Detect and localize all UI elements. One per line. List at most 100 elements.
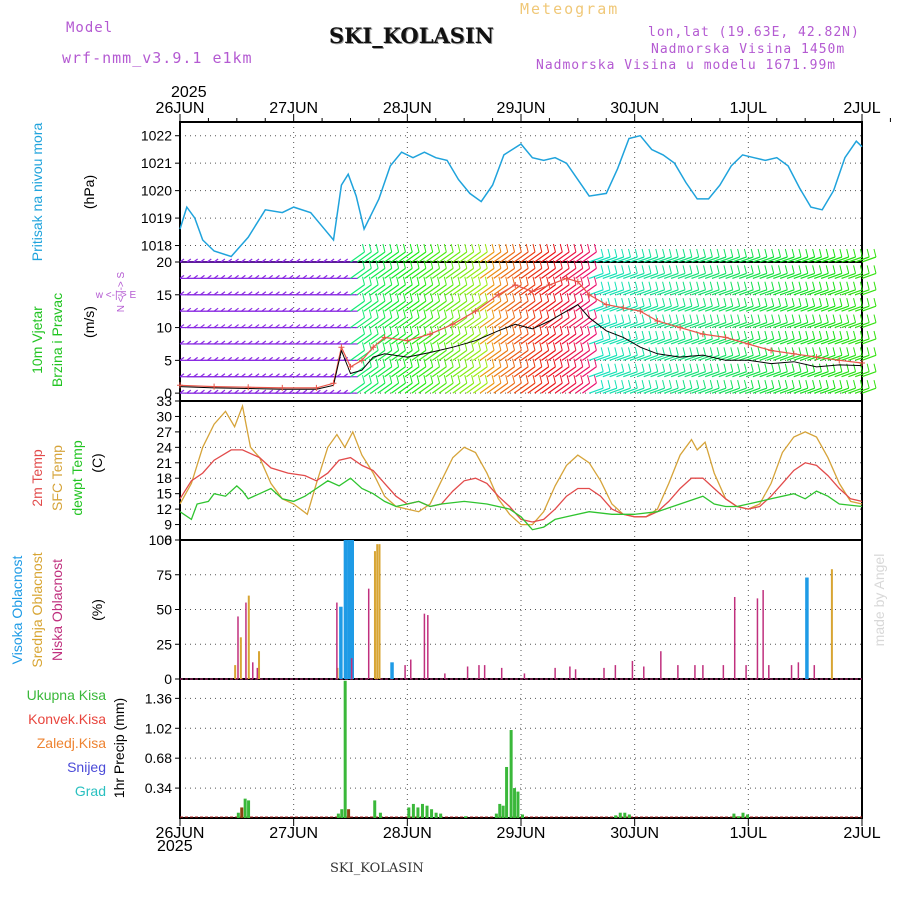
wind-barb-head [336, 373, 342, 378]
wind-barb-flag [580, 243, 584, 253]
wind-barb [848, 322, 863, 329]
wind-barb-flag [805, 281, 809, 290]
wind-barb-flag [723, 347, 727, 356]
wind-barb-flag [546, 358, 550, 367]
wind-barb-flag [573, 260, 577, 269]
wind-barb [759, 289, 774, 296]
wind-barb-flag [362, 375, 365, 384]
wind-gust-mark [449, 321, 456, 328]
wind-barb-flag [853, 248, 857, 258]
wind-barb [718, 305, 733, 312]
wind-gust-mark [745, 340, 752, 347]
wind-barb-flag [593, 375, 597, 384]
wind-barb [820, 272, 836, 279]
wind-barb-head [336, 291, 342, 296]
wind-barb-head [220, 274, 226, 279]
wind-barb-head [254, 340, 260, 345]
wind-barb [459, 284, 474, 296]
wind-barb [711, 387, 727, 394]
wind-barb [507, 251, 522, 263]
wind-barb-flag [696, 363, 700, 372]
wind-barb [554, 349, 570, 361]
wind-barb [445, 284, 461, 296]
wind-barb [684, 338, 699, 345]
wind-gust-mark [495, 291, 502, 298]
wind-barb [800, 289, 815, 296]
y-tick-label-temperature: 21 [156, 455, 172, 471]
wind-barb-flag [703, 347, 706, 356]
wind-barb [459, 333, 474, 345]
wind-barb-head [241, 324, 246, 329]
wind-barb [807, 305, 822, 312]
wind-barb-flag [784, 281, 788, 290]
wind-barb-head [193, 373, 198, 378]
wind-barb [800, 305, 815, 312]
wind-barb-flag [559, 342, 563, 351]
wind-barb-flag [614, 298, 618, 307]
wind-barb-flag [457, 260, 461, 269]
y-tick-label-pressure: 1020 [141, 183, 172, 199]
wind-barb-head [261, 291, 267, 296]
wind-barb-head [227, 356, 233, 361]
wind-barb-flag [450, 375, 454, 384]
wind-barb [452, 317, 468, 329]
wind-barb-flag [587, 309, 591, 318]
wind-barb-flag [362, 325, 365, 335]
wind-barb [459, 300, 474, 312]
cloud-bar-low [410, 659, 412, 679]
wind-barb-head [281, 356, 287, 361]
wind-barb-flag [477, 293, 481, 302]
wind-barb [650, 256, 665, 263]
precip-bar-total [434, 812, 438, 818]
wind-barb-flag [873, 380, 877, 389]
wind-barb [629, 338, 645, 345]
wind-barb-flag [505, 243, 509, 253]
wind-barb [350, 284, 365, 296]
wind-barb-flag [559, 325, 563, 335]
wind-barb [834, 256, 849, 263]
cloud-bar-low [722, 665, 725, 679]
wind-barb-head [200, 356, 205, 361]
wind-barb-flag [853, 314, 857, 323]
wind-barb [616, 256, 631, 263]
wind-barb-flag [668, 330, 672, 340]
wind-barb-flag [546, 375, 550, 384]
wind-barb [472, 349, 488, 361]
y-tick-label-cloud: 25 [156, 636, 172, 652]
wind-barb [623, 354, 638, 361]
precip-bar-total [505, 766, 509, 818]
wind-barb-flag [368, 260, 372, 269]
wind-barb [848, 338, 863, 345]
cloud-bar-low [427, 615, 429, 679]
wind-barb-flag [825, 265, 829, 274]
wind-barb-flag [593, 260, 597, 269]
wind-barb [820, 338, 836, 345]
wind-barb-head [322, 274, 328, 279]
wind-barb-flag [552, 309, 556, 318]
wind-barb-flag [443, 375, 447, 384]
wind-barb-flag [825, 298, 829, 307]
x-tick-label-bottom: 28JUN [383, 825, 432, 842]
wind-barb [466, 284, 481, 296]
wind-barb-flag [703, 298, 706, 307]
wind-barb [636, 322, 652, 329]
y-tick-label-wind: 0 [164, 385, 172, 401]
wind-barb-head [220, 340, 226, 345]
wind-barb [384, 317, 399, 329]
wind-barb-flag [375, 358, 379, 367]
temp-2m-line [179, 449, 863, 523]
wind-barb [370, 284, 386, 296]
y-tick-label-wind: 5 [164, 352, 172, 368]
wind-barb [643, 289, 658, 296]
wind-barb-flag [498, 358, 502, 367]
wind-barb [500, 366, 515, 378]
wind-barb [356, 300, 372, 312]
wind-barb-flag [484, 325, 488, 335]
wind-barb-flag [668, 298, 672, 307]
wind-barb-flag [580, 309, 584, 318]
wind-barb [541, 267, 556, 279]
dewpoint-line [179, 477, 863, 531]
wind-barb-flag [525, 293, 529, 302]
wind-barb-flag [402, 309, 406, 318]
wind-barb-flag [546, 325, 550, 335]
